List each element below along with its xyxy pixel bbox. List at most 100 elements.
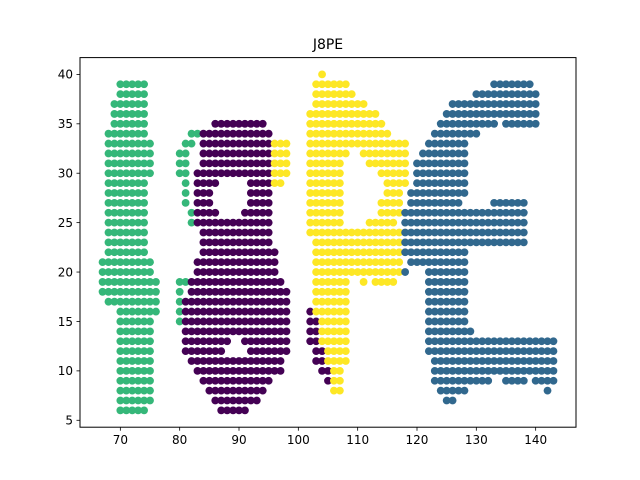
data-point — [460, 100, 469, 108]
data-point — [330, 208, 338, 217]
data-point — [312, 357, 321, 365]
data-point — [454, 159, 463, 168]
data-point — [436, 189, 445, 197]
data-point — [199, 366, 208, 375]
data-point — [205, 366, 214, 375]
data-point — [519, 366, 528, 375]
data-point — [134, 406, 143, 415]
data-point — [330, 159, 338, 168]
data-point — [335, 179, 344, 188]
data-point — [430, 129, 439, 138]
data-point — [442, 297, 451, 306]
data-point — [377, 198, 386, 207]
data-point — [407, 248, 415, 257]
data-point — [436, 337, 445, 346]
data-point — [175, 159, 184, 168]
data-point — [246, 268, 255, 276]
data-point — [436, 297, 445, 306]
data-point — [407, 198, 415, 207]
data-point — [199, 347, 208, 356]
data-point — [401, 238, 410, 247]
data-point — [424, 278, 433, 286]
data-point — [235, 386, 243, 395]
data-point — [389, 228, 398, 237]
data-point — [424, 307, 433, 316]
data-point — [436, 376, 445, 385]
data-point — [448, 198, 457, 207]
data-point — [235, 228, 243, 237]
data-point — [241, 366, 249, 375]
data-point — [229, 169, 237, 178]
data-point — [407, 238, 415, 247]
data-point — [413, 198, 421, 207]
data-point — [537, 376, 546, 385]
data-point — [424, 208, 433, 217]
data-point — [424, 287, 433, 296]
points-layer — [98, 70, 558, 415]
data-point — [140, 139, 148, 148]
data-point — [199, 248, 208, 257]
data-point — [235, 268, 243, 276]
data-point — [122, 119, 131, 128]
data-point — [460, 327, 469, 336]
data-point — [324, 129, 332, 138]
data-point — [448, 317, 457, 326]
data-point — [490, 347, 499, 356]
data-point — [335, 198, 344, 207]
data-point — [246, 248, 255, 257]
data-point — [401, 248, 410, 257]
data-point — [258, 228, 267, 237]
data-point — [413, 159, 421, 168]
data-point — [466, 366, 475, 375]
data-point — [341, 238, 350, 247]
data-point — [335, 159, 344, 168]
data-point — [235, 287, 243, 296]
data-point — [365, 149, 374, 158]
data-point — [341, 90, 350, 99]
data-point — [199, 278, 208, 286]
data-point — [282, 307, 291, 316]
data-point — [466, 357, 475, 365]
data-point — [223, 307, 232, 316]
data-point — [223, 337, 232, 346]
data-point — [205, 169, 214, 178]
data-point — [389, 268, 398, 276]
data-point — [436, 278, 445, 286]
data-point — [187, 357, 196, 365]
data-point — [252, 268, 261, 276]
data-point — [122, 317, 131, 326]
data-point — [110, 179, 119, 188]
data-point — [335, 357, 344, 365]
data-point — [199, 198, 208, 207]
data-point — [508, 357, 516, 365]
data-point — [134, 218, 143, 227]
data-point — [122, 110, 131, 118]
data-point — [235, 317, 243, 326]
data-point — [525, 80, 534, 89]
data-point — [116, 208, 125, 217]
data-point — [116, 119, 125, 128]
data-point — [199, 149, 208, 158]
data-point — [324, 80, 332, 89]
data-point — [454, 189, 463, 197]
data-point — [199, 218, 208, 227]
data-point — [407, 189, 415, 197]
data-point — [241, 169, 249, 178]
data-point — [264, 366, 273, 375]
data-point — [341, 307, 350, 316]
data-point — [341, 228, 350, 237]
data-point — [199, 357, 208, 365]
data-point — [519, 110, 528, 118]
data-point — [502, 376, 510, 385]
data-point — [152, 278, 160, 286]
data-point — [270, 149, 279, 158]
data-point — [140, 357, 148, 365]
data-point — [513, 110, 522, 118]
data-point — [128, 258, 137, 267]
data-point — [122, 278, 131, 286]
data-point — [502, 347, 510, 356]
data-point — [306, 110, 315, 118]
data-point — [122, 307, 131, 316]
data-point — [442, 129, 451, 138]
